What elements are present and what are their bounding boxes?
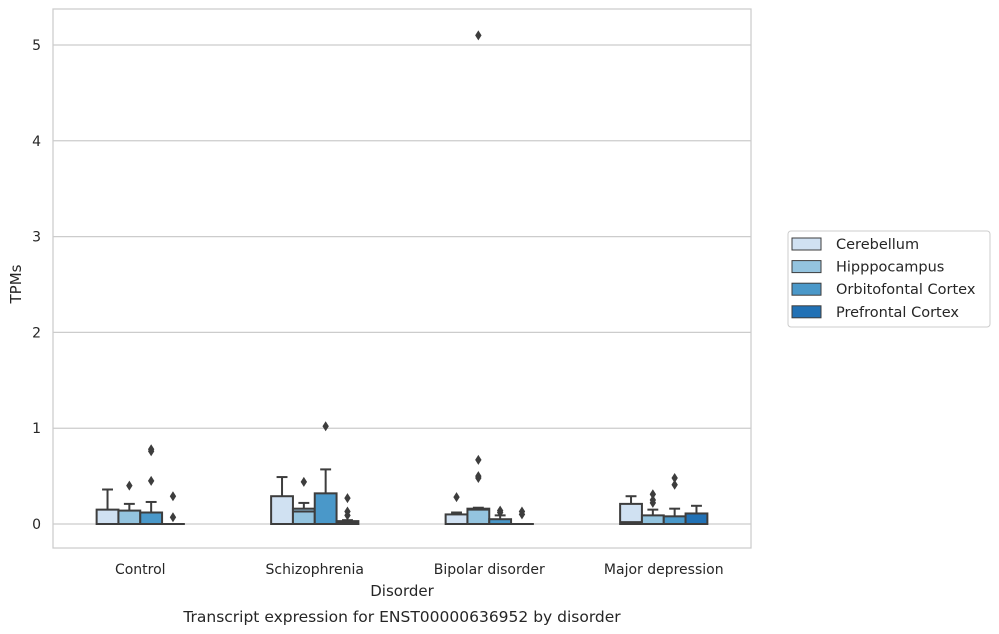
outlier-point	[322, 421, 329, 432]
y-tick-label: 5	[32, 38, 41, 54]
legend-swatch	[791, 282, 822, 296]
outlier-point	[496, 505, 504, 516]
outlier-point	[453, 492, 460, 503]
chart-caption: Transcript expression for ENST0000063695…	[182, 608, 621, 626]
box-orbitofontal-cortex-2	[488, 505, 513, 526]
outlier-point	[344, 506, 351, 517]
y-axis-label: TPMs	[7, 264, 25, 304]
box-hipppocampus-0	[117, 480, 142, 526]
x-tick-label: Major depression	[604, 562, 724, 578]
box-cerebellum-2	[444, 492, 469, 525]
boxes-layer	[95, 30, 709, 526]
box-body	[95, 508, 120, 526]
box-orbitofontal-cortex-3	[662, 473, 687, 525]
box-body	[684, 512, 709, 525]
box-body	[466, 507, 491, 525]
legend-label: Prefrontal Cortex	[836, 305, 959, 321]
box-prefrontal-cortex-1	[335, 493, 360, 525]
outlier-point	[147, 475, 155, 486]
y-tick-label: 0	[32, 517, 41, 533]
outlier-point	[671, 479, 678, 490]
box-hipppocampus-2	[466, 30, 491, 525]
legend-label: Cerebellum	[836, 237, 919, 253]
x-axis-label: Disorder	[370, 582, 434, 600]
legend-swatch	[791, 260, 822, 274]
box-cerebellum-0	[95, 488, 120, 526]
box-prefrontal-cortex-2	[510, 506, 534, 526]
box-body	[117, 509, 142, 526]
box-body	[270, 495, 294, 525]
outlier-point	[475, 30, 482, 41]
plot-area-frame	[52, 8, 752, 549]
box-body	[444, 513, 469, 525]
outlier-point	[147, 444, 155, 455]
y-tick-labels: 0 1 2 3 4 5	[32, 38, 41, 533]
outlier-point	[649, 495, 657, 506]
box-orbitofontal-cortex-1	[313, 421, 338, 525]
y-tick-label: 2	[32, 325, 41, 341]
outlier-point	[649, 489, 657, 500]
outlier-point	[475, 454, 482, 465]
box-hipppocampus-1	[291, 476, 316, 525]
legend: Cerebellum Hipppocampus Orbitofontal Corte…	[787, 230, 991, 328]
legend-frame	[787, 230, 991, 328]
outlier-point	[344, 493, 351, 504]
box-body	[640, 514, 665, 525]
x-tick-labels: Control Schizophrenia Bipolar disorder Majo…	[115, 562, 724, 578]
box-cerebellum-3	[619, 495, 643, 525]
box-hipppocampus-3	[640, 489, 665, 525]
outlier-point	[126, 480, 133, 491]
outlier-point	[169, 491, 177, 502]
box-prefrontal-cortex-3	[684, 504, 709, 525]
x-tick-label: Schizophrenia	[266, 562, 364, 578]
legend-swatch	[791, 305, 822, 319]
outlier-point	[169, 512, 177, 523]
box-prefrontal-cortex-0	[161, 491, 185, 526]
x-tick-label: Bipolar disorder	[434, 562, 545, 578]
box-cerebellum-1	[270, 476, 294, 525]
x-tick-label: Control	[115, 562, 166, 578]
legend-swatch	[791, 237, 822, 251]
gridlines	[53, 44, 751, 525]
y-tick-label: 1	[32, 421, 41, 437]
legend-label: Orbitofontal Cortex	[836, 282, 976, 298]
outlier-point	[671, 473, 678, 484]
box-body	[619, 502, 643, 525]
outlier-point	[300, 476, 308, 487]
box-orbitofontal-cortex-0	[139, 444, 164, 526]
box-body	[662, 515, 687, 525]
y-tick-label: 4	[32, 134, 41, 150]
y-tick-label: 3	[32, 230, 41, 246]
outlier-point	[518, 506, 526, 517]
outlier-point	[475, 471, 482, 482]
legend-label: Hipppocampus	[836, 260, 944, 276]
box-body	[313, 492, 338, 525]
box-body	[139, 511, 164, 526]
